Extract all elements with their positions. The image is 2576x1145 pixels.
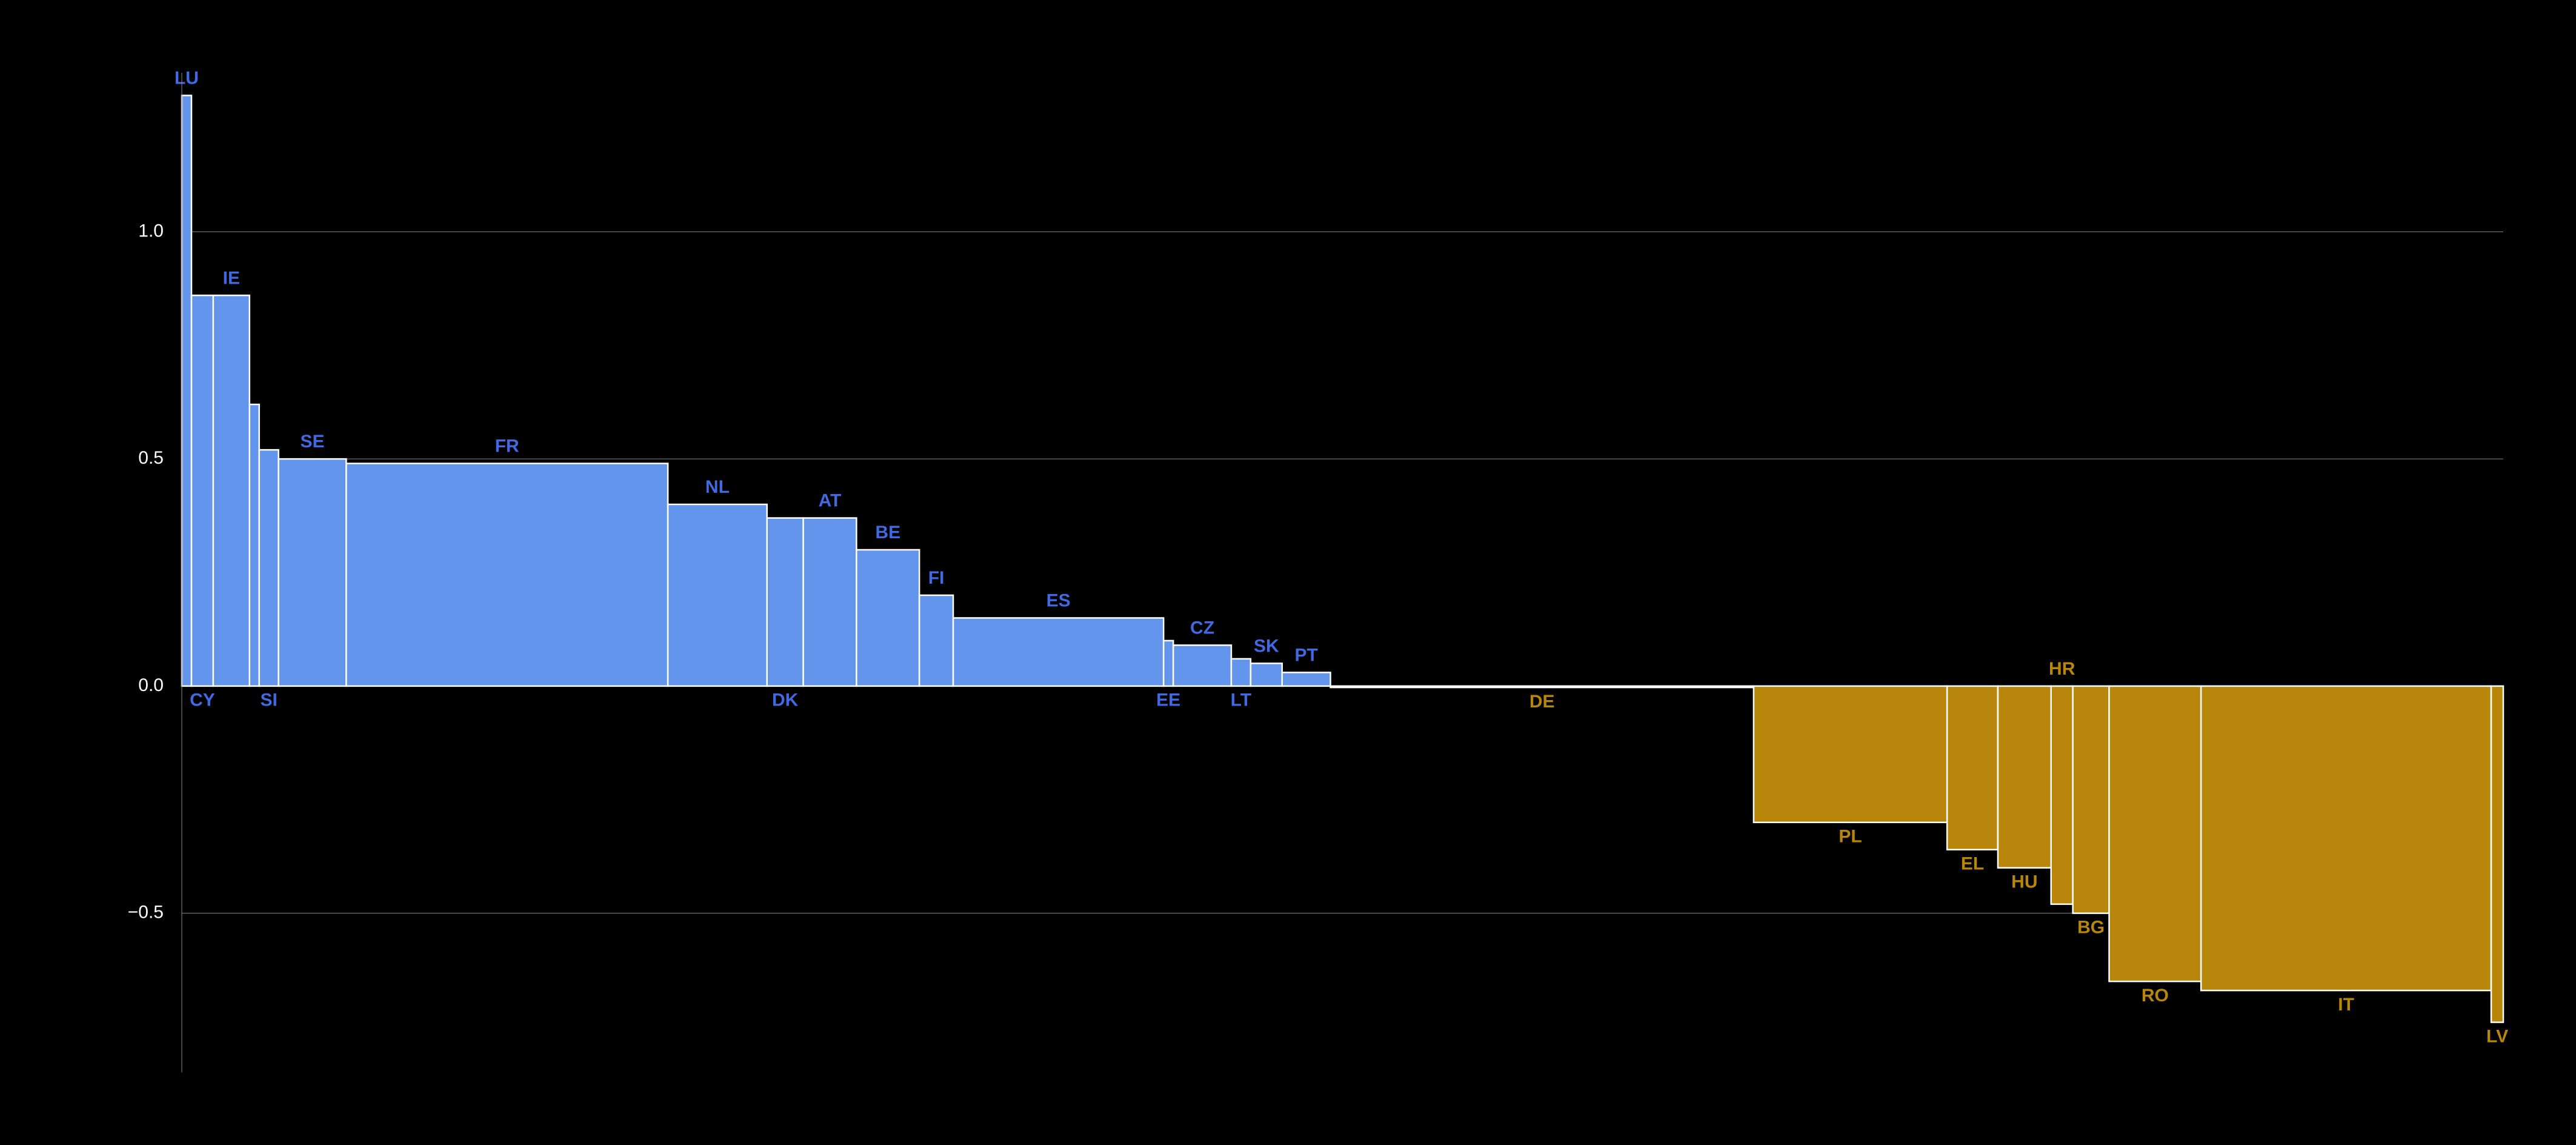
bar-it <box>2201 686 2491 990</box>
bar-label-lt: LT <box>1231 690 1251 710</box>
bar-si <box>259 450 279 686</box>
bar-cy <box>191 295 213 686</box>
bar-fi <box>919 595 953 686</box>
bar-label-lu: LU <box>175 68 199 88</box>
bar-de <box>1331 686 1754 687</box>
bar-pt <box>1282 672 1331 686</box>
bar-hu <box>1998 686 2051 868</box>
bar-label-hu: HU <box>2011 872 2037 892</box>
bar-ro <box>2109 686 2202 981</box>
bar-hr <box>2051 686 2073 904</box>
bar-label-si: SI <box>260 690 277 710</box>
bar-label-ie: IE <box>223 268 240 288</box>
bar-ee <box>1163 641 1173 686</box>
bar-label-ro: RO <box>2142 986 2169 1006</box>
variable-width-bar-chart: −0.5 0.0 0.5 1.0 LU CY IE SI SE FR NL DK AT BE FI ES EE C… <box>0 0 2576 1145</box>
bar-label-se: SE <box>300 432 324 452</box>
bar-label-dk: DK <box>772 690 799 710</box>
bar-lu <box>182 95 191 686</box>
y-tick-label: −0.5 <box>128 903 164 923</box>
bar-dk <box>767 518 804 686</box>
bar-label-bg: BG <box>2077 917 2105 937</box>
bar-label-pl: PL <box>1839 827 1862 847</box>
bar-cz <box>1173 645 1231 686</box>
y-tick-label: 0.0 <box>138 675 164 695</box>
bar-label-be: BE <box>875 522 900 542</box>
bar-label-hr: HR <box>2049 659 2075 679</box>
bar-label-es: ES <box>1047 590 1071 610</box>
bar-label-it: IT <box>2338 995 2354 1015</box>
bar-label-ee: EE <box>1156 690 1180 710</box>
bar-at <box>804 518 857 686</box>
y-tick-label: 1.0 <box>138 221 164 241</box>
bar-label-lv: LV <box>2486 1026 2508 1046</box>
bar-el <box>1947 686 1998 850</box>
bar-lv <box>2491 686 2503 1023</box>
bar-pl <box>1754 686 1947 823</box>
bar-label-pt: PT <box>1294 645 1317 665</box>
bar-be <box>856 550 919 686</box>
bar-label-cy: CY <box>190 690 215 710</box>
bar-label-fi: FI <box>928 568 945 588</box>
bar-se <box>279 459 347 686</box>
bar-label-el: EL <box>1961 854 1984 874</box>
bar-label-fr: FR <box>495 436 519 456</box>
bar-label-de: DE <box>1529 692 1555 712</box>
bar-nl <box>668 504 767 686</box>
y-tick-label: 0.5 <box>138 448 164 468</box>
bar-mt <box>250 404 259 686</box>
bar-label-at: AT <box>819 491 842 511</box>
bar-label-nl: NL <box>705 477 730 497</box>
bar-label-sk: SK <box>1254 636 1279 656</box>
bar-bg <box>2073 686 2109 913</box>
bar-lt <box>1231 659 1251 686</box>
bar-sk <box>1251 663 1282 686</box>
bar-ie <box>213 295 250 686</box>
bar-es <box>953 618 1163 686</box>
bar-fr <box>346 464 668 686</box>
bar-label-cz: CZ <box>1190 618 1214 638</box>
